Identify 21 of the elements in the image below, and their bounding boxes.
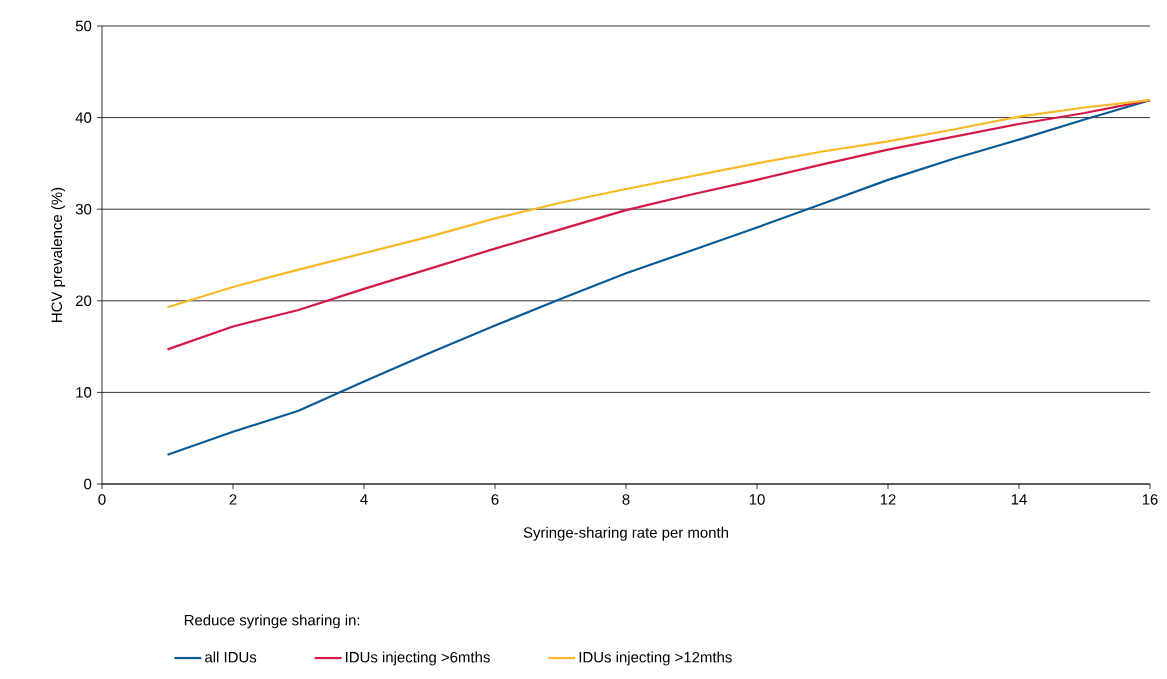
legend-label: IDUs injecting >12mths: [579, 651, 732, 666]
x-tick-label: 14: [1011, 494, 1027, 505]
legend-title: Reduce syringe sharing in:: [184, 614, 360, 629]
y-tick-label: 10: [76, 387, 92, 398]
y-tick-label: 20: [75, 295, 92, 307]
y-axis-title: HCV prevalence (%): [51, 187, 66, 322]
x-tick-label: 8: [622, 494, 630, 505]
legend-label: all IDUs: [205, 651, 257, 663]
x-tick-label: 0: [98, 494, 106, 505]
x-axis-title: Syringe-sharing rate per month: [523, 526, 728, 541]
x-tick-label: 6: [491, 494, 499, 505]
y-tick-label: 30: [75, 203, 92, 215]
y-tick-label: 40: [75, 112, 92, 123]
x-tick-label: 2: [229, 494, 237, 505]
x-tick-label: 16: [1142, 494, 1158, 505]
legend-label: IDUs injecting >6mths: [346, 651, 490, 666]
y-tick-label: 0: [84, 478, 92, 490]
x-tick-label: 10: [749, 494, 765, 505]
x-tick-label: 12: [880, 494, 896, 505]
y-tick-label: 50: [75, 20, 92, 32]
x-tick-label: 4: [360, 494, 368, 505]
